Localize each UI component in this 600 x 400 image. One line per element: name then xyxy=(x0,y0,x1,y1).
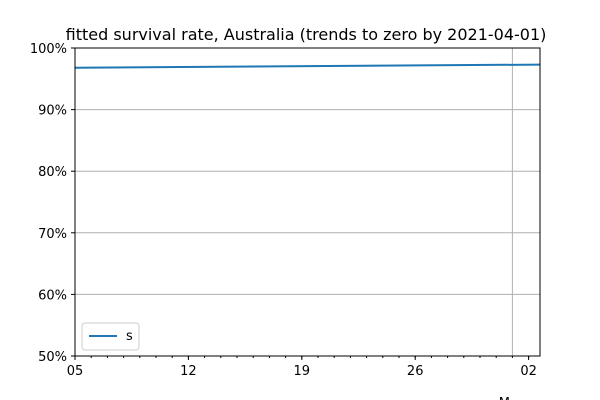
x-tick-label: 26 xyxy=(407,364,424,379)
x-axis: 05 12 19 26 02 M xyxy=(67,356,537,400)
y-tick-label: 50% xyxy=(38,350,67,365)
legend-label-s: s xyxy=(126,329,133,344)
y-tick-label: 100% xyxy=(30,42,67,57)
y-axis: 50% 60% 70% 80% 90% 100% xyxy=(30,42,75,365)
y-tick-label: 70% xyxy=(38,227,67,242)
series-line-s xyxy=(74,63,541,69)
x-tick-label: 12 xyxy=(180,364,197,379)
x-tick-label: 05 xyxy=(67,364,84,379)
x-month-label: M xyxy=(499,396,510,400)
series-layer xyxy=(74,63,541,69)
grid-lines xyxy=(75,48,540,356)
x-tick-label: 02 xyxy=(520,364,537,379)
y-tick-label: 90% xyxy=(38,104,67,119)
y-tick-label: 80% xyxy=(38,165,67,180)
plot-area-frame xyxy=(74,47,541,357)
x-tick-label: 19 xyxy=(294,364,311,379)
legend: s xyxy=(81,322,140,351)
y-tick-label: 60% xyxy=(38,288,67,303)
chart-title: fitted survival rate, Australia (trends … xyxy=(66,25,547,44)
